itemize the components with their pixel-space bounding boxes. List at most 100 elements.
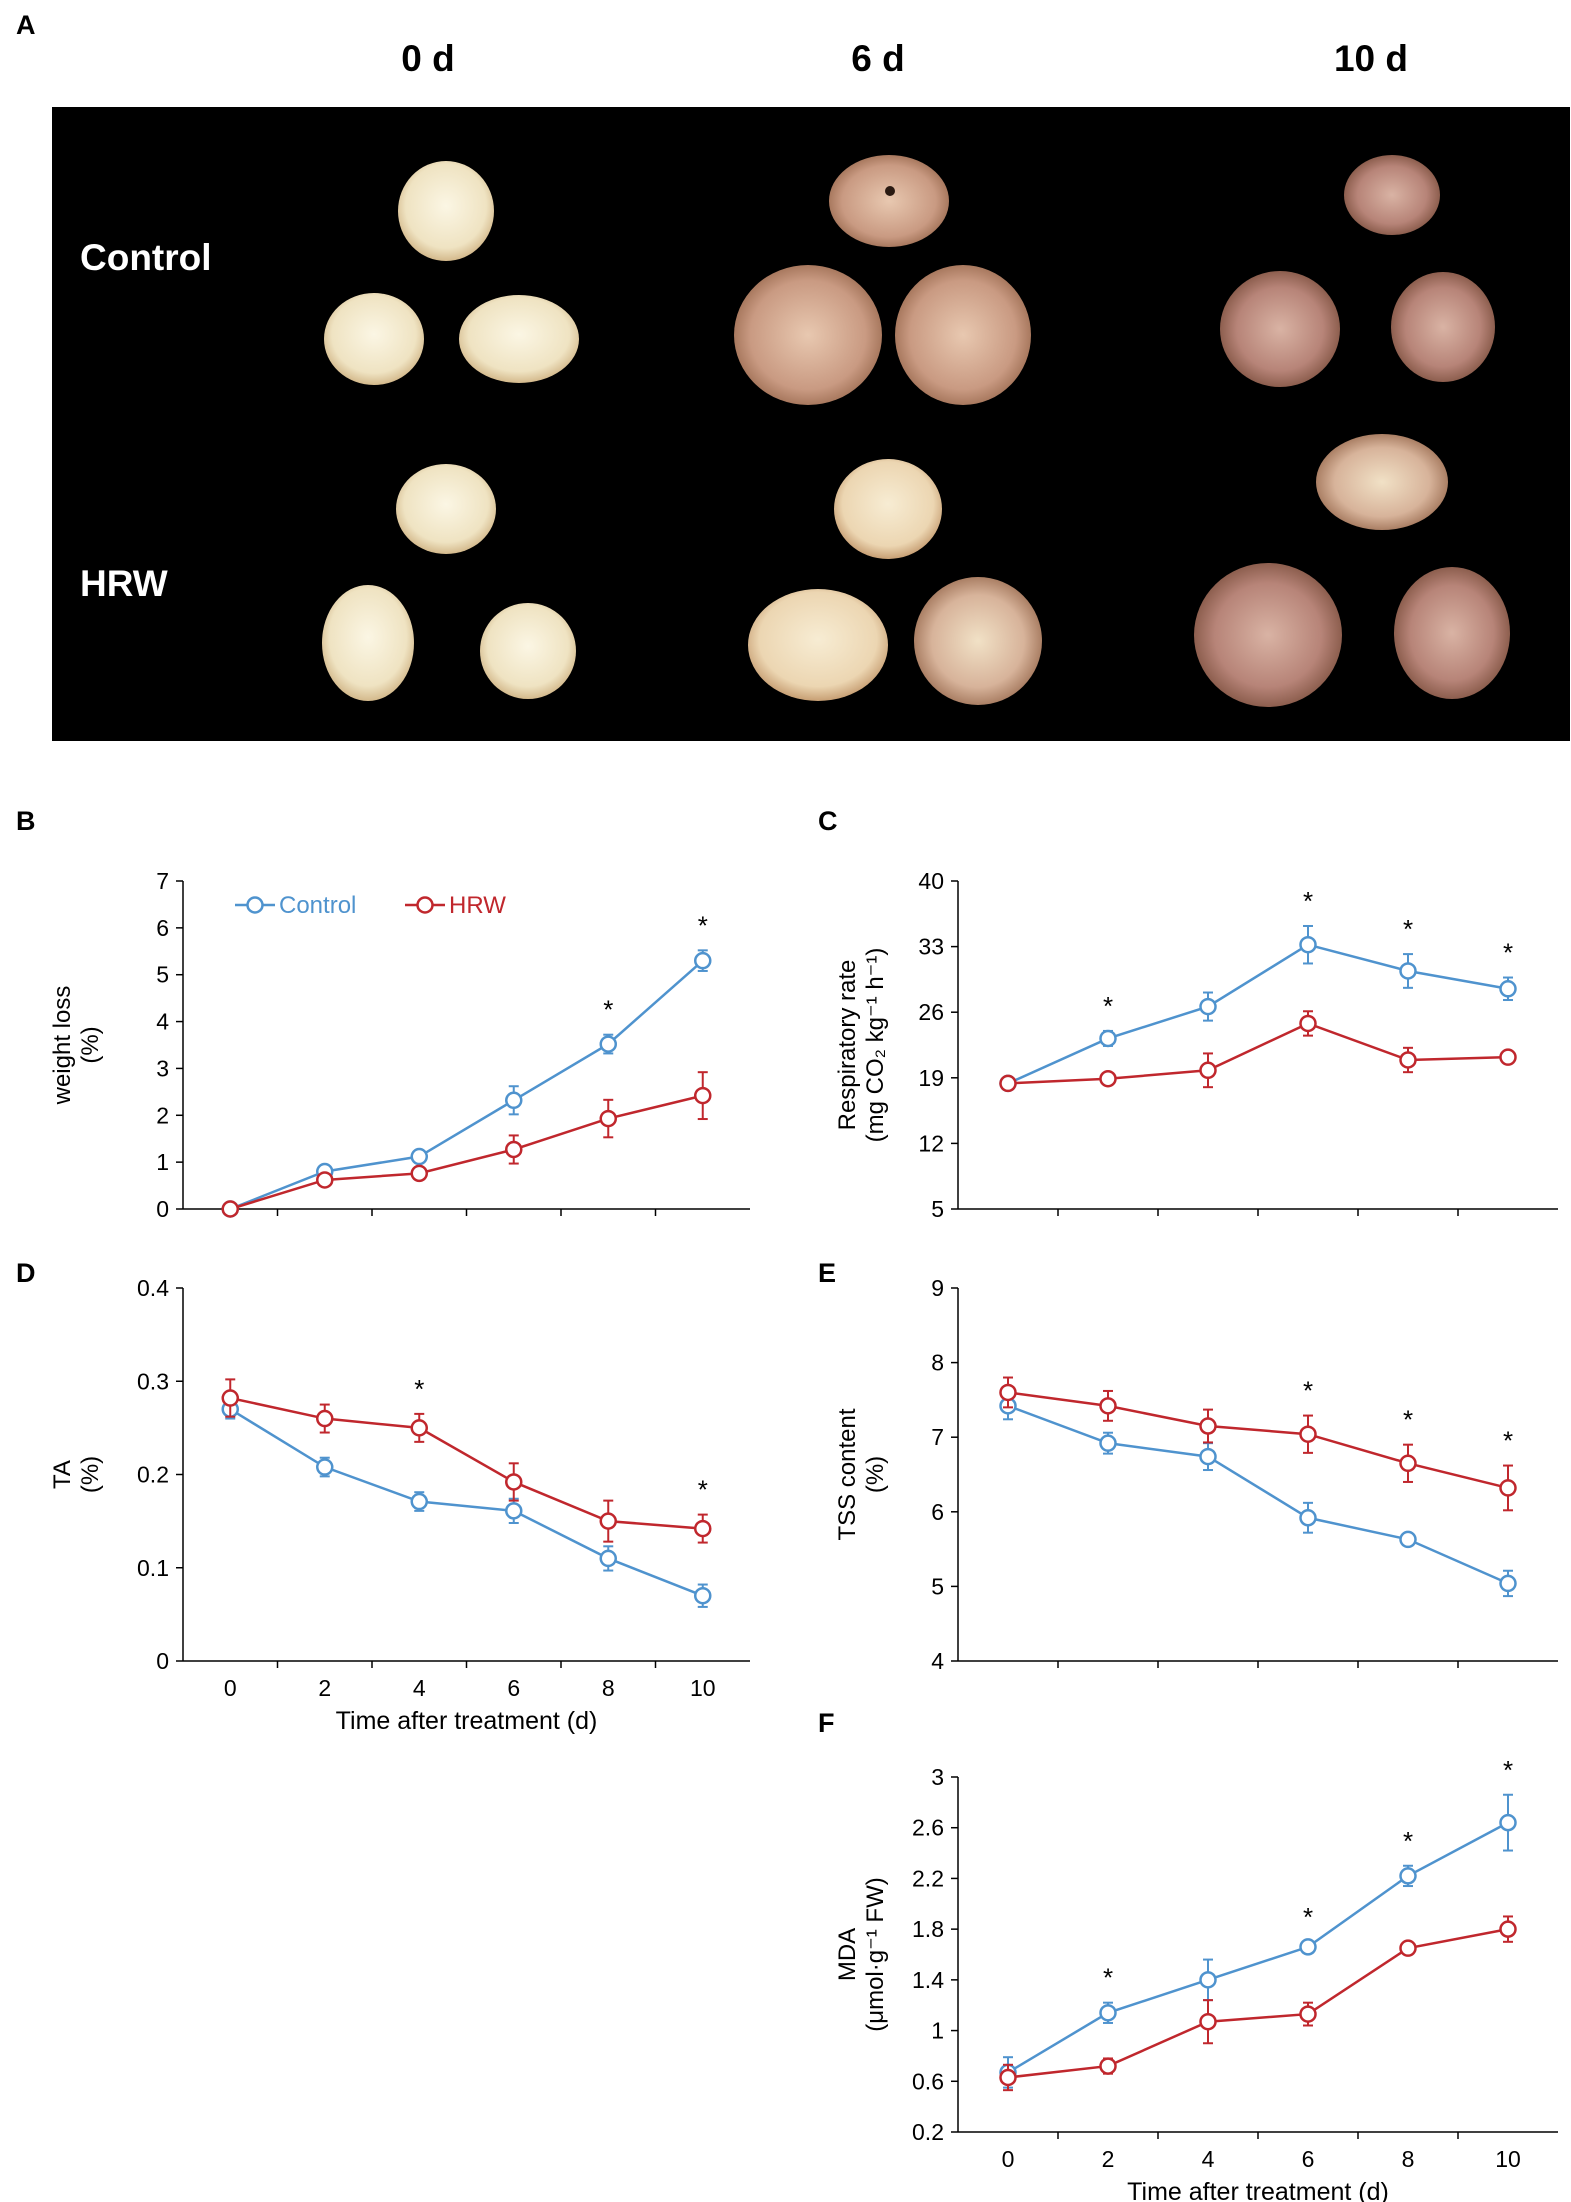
data-point-hrw-c — [1299, 1014, 1317, 1033]
significance-mark-c: * — [1303, 886, 1313, 916]
y-tick-label-b: 5 — [156, 962, 169, 988]
significance-mark-e: * — [1403, 1405, 1413, 1435]
data-point-control-b — [599, 1035, 617, 1053]
y-tick-label-c: 5 — [931, 1196, 944, 1222]
x-tick-label-f: 8 — [1402, 2146, 1415, 2172]
series-line-hrw-d — [229, 1396, 703, 1530]
data-point-hrw-d — [505, 1473, 523, 1491]
y-tick-label-e: 4 — [931, 1648, 944, 1674]
data-point-hrw-c — [999, 1074, 1017, 1093]
column-label-10d: 10 d — [1333, 38, 1409, 79]
data-point-hrw-b — [316, 1171, 334, 1189]
data-point-hrw-e — [1399, 1454, 1417, 1473]
data-point-hrw-e — [1299, 1425, 1317, 1443]
y-axis-label-b: (%) — [77, 1026, 104, 1063]
chart-b: 0 1 2 3 4 5 6 7 weight loss (%) * * Control HRW — [49, 868, 750, 1222]
significance-mark-f: * — [1503, 1755, 1513, 1785]
data-point-control-e — [1099, 1434, 1117, 1452]
series-line-hrw-e — [1007, 1391, 1509, 1490]
legend-marker-hrw — [416, 896, 434, 914]
data-point-control-c — [1099, 1029, 1117, 1048]
slice-10d-control-top — [1344, 155, 1440, 235]
slice-0d-control-right — [459, 295, 579, 383]
data-point-hrw-b — [599, 1109, 617, 1128]
x-tick-label-d: 6 — [507, 1675, 520, 1701]
data-point-control-d — [221, 1400, 239, 1418]
column-label-0d: 0 d — [401, 38, 455, 79]
y-tick-label-c: 19 — [918, 1065, 944, 1091]
y-tick-label-f: 1.8 — [912, 1916, 944, 1942]
y-tick-label-d: 0.2 — [137, 1462, 169, 1488]
y-tick-label-b: 7 — [156, 868, 169, 894]
data-point-control-d — [694, 1586, 712, 1605]
data-point-hrw-b — [694, 1086, 712, 1105]
data-point-hrw-c — [1099, 1069, 1117, 1088]
data-point-hrw-d — [694, 1519, 712, 1538]
y-tick-label-f: 1 — [931, 2018, 944, 2044]
data-point-control-d — [316, 1458, 334, 1476]
significance-mark-b: * — [698, 910, 708, 940]
sweet-potato-photo: Control HRW — [52, 107, 1570, 741]
slice-0d-hrw-left — [322, 585, 414, 701]
slice-10d-control-right — [1391, 272, 1495, 382]
y-axis-label-d: (%) — [77, 1456, 104, 1493]
row-label-hrw: HRW — [80, 563, 168, 604]
y-tick-label-c: 26 — [918, 999, 944, 1025]
legend-label-control: Control — [279, 892, 356, 919]
column-label-6d: 6 d — [851, 38, 905, 79]
y-tick-label-b: 4 — [156, 1009, 169, 1035]
data-point-control-e — [1399, 1530, 1417, 1549]
tuber-slices-illustration — [322, 155, 1510, 707]
panel-letter-e: E — [818, 1258, 837, 1288]
y-axis-label-f: MDA — [834, 1928, 861, 1981]
slice-10d-hrw-top — [1316, 434, 1448, 530]
data-point-hrw-d — [221, 1389, 239, 1407]
data-point-hrw-d — [599, 1512, 617, 1530]
x-tick-label-f: 0 — [1002, 2146, 1015, 2172]
y-axis-label-d: TA — [49, 1460, 76, 1489]
y-tick-label-f: 2.6 — [912, 1815, 944, 1841]
data-point-hrw-e — [1199, 1417, 1217, 1435]
data-point-control-f — [1499, 1813, 1517, 1832]
significance-mark-b: * — [603, 995, 613, 1025]
data-point-control-f — [1399, 1867, 1417, 1885]
slice-6d-hrw-right — [914, 577, 1042, 705]
data-point-control-e — [1299, 1509, 1317, 1527]
slice-6d-hrw-top — [834, 459, 942, 559]
data-point-control-c — [1399, 962, 1417, 980]
data-point-hrw-c — [1399, 1051, 1417, 1069]
y-tick-label-f: 1.4 — [912, 1967, 944, 1993]
slice-10d-hrw-right — [1394, 567, 1510, 699]
data-point-hrw-c — [1499, 1048, 1517, 1066]
data-point-control-f — [1299, 1938, 1317, 1956]
chart-d: 0 0.1 0.2 0.3 0.4 0 2 4 6 8 10 Time after treatment… — [49, 1275, 750, 1735]
data-point-control-c — [1199, 997, 1217, 1016]
y-tick-label-f: 0.6 — [912, 2068, 944, 2094]
slice-0d-hrw-right — [480, 603, 576, 699]
x-tick-label-f: 2 — [1102, 2146, 1115, 2172]
data-point-hrw-e — [999, 1383, 1017, 1402]
y-axis-label-f: (μmol·g⁻¹ FW) — [862, 1877, 889, 2031]
data-point-control-b — [221, 1200, 239, 1218]
y-tick-label-d: 0 — [156, 1648, 169, 1674]
series-line-hrw-f — [1007, 1927, 1509, 2079]
data-point-hrw-f — [999, 2068, 1017, 2087]
series-line-control-b — [229, 959, 704, 1211]
slice-6d-control-left — [734, 265, 882, 405]
series-line-hrw-c — [1007, 1022, 1509, 1085]
chart-e: 4 5 6 7 8 9 TSS content (%) * * * — [834, 1275, 1558, 1674]
y-tick-label-f: 2.2 — [912, 1865, 944, 1891]
chart-c: 5 12 19 26 33 40 Respiratory rate (mg CO₂ kg⁻¹ … — [834, 868, 1558, 1222]
slice-0d-control-left — [324, 293, 424, 385]
chart-f: 0.2 0.6 1 1.4 1.8 2.2 2.6 3 0 2 4 6 8 10 Time after tr… — [834, 1755, 1558, 2202]
slice-0d-hrw-top — [396, 464, 496, 554]
x-axis-label-f: Time after treatment (d) — [1127, 2178, 1389, 2202]
x-tick-label-f: 6 — [1302, 2146, 1315, 2172]
data-point-control-b — [410, 1147, 428, 1166]
y-tick-label-c: 33 — [918, 934, 944, 960]
y-tick-label-e: 7 — [931, 1424, 944, 1450]
data-point-hrw-d — [410, 1419, 428, 1437]
slice-6d-hrw-left — [748, 589, 888, 701]
y-axis-label-e: (%) — [862, 1456, 889, 1493]
data-point-control-d — [410, 1492, 428, 1511]
